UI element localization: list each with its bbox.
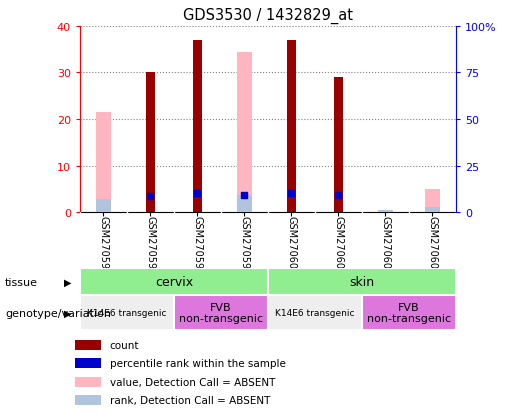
Bar: [174, 295, 268, 330]
Text: K14E6 transgenic: K14E6 transgenic: [275, 309, 354, 317]
Bar: [237, 52, 252, 213]
Text: percentile rank within the sample: percentile rank within the sample: [110, 358, 285, 368]
Text: cervix: cervix: [154, 275, 193, 288]
Bar: [146, 73, 154, 213]
Bar: [237, 196, 252, 213]
Bar: [378, 211, 393, 213]
Text: GSM270598: GSM270598: [192, 216, 202, 275]
Bar: [80, 268, 268, 295]
Text: FVB
non-transgenic: FVB non-transgenic: [367, 302, 451, 324]
Bar: [80, 295, 174, 330]
Bar: [362, 295, 456, 330]
Text: K14E6 transgenic: K14E6 transgenic: [87, 309, 166, 317]
Bar: [96, 199, 111, 213]
Point: [240, 192, 248, 198]
Text: GSM270603: GSM270603: [427, 216, 437, 275]
Bar: [268, 268, 456, 295]
Title: GDS3530 / 1432829_at: GDS3530 / 1432829_at: [183, 8, 353, 24]
Bar: [96, 113, 111, 213]
Text: genotype/variation: genotype/variation: [5, 308, 111, 318]
Text: tissue: tissue: [5, 277, 38, 287]
Text: GSM270597: GSM270597: [145, 216, 156, 275]
Bar: [75, 377, 101, 387]
Point: [287, 190, 296, 197]
Text: count: count: [110, 340, 139, 350]
Text: GSM270602: GSM270602: [380, 216, 390, 275]
Bar: [425, 190, 440, 213]
Text: skin: skin: [349, 275, 374, 288]
Text: GSM270601: GSM270601: [333, 216, 344, 275]
Bar: [268, 295, 362, 330]
Text: FVB
non-transgenic: FVB non-transgenic: [179, 302, 263, 324]
Text: ▶: ▶: [64, 308, 72, 318]
Bar: [193, 41, 201, 213]
Point: [193, 190, 201, 197]
Text: rank, Detection Call = ABSENT: rank, Detection Call = ABSENT: [110, 395, 270, 405]
Point: [146, 194, 154, 200]
Bar: [425, 207, 440, 213]
Text: ▶: ▶: [64, 277, 72, 287]
Bar: [75, 358, 101, 368]
Bar: [287, 41, 296, 213]
Text: value, Detection Call = ABSENT: value, Detection Call = ABSENT: [110, 377, 275, 387]
Bar: [75, 340, 101, 350]
Point: [334, 192, 342, 199]
Text: GSM270600: GSM270600: [286, 216, 296, 275]
Bar: [75, 395, 101, 405]
Bar: [334, 78, 342, 213]
Text: GSM270599: GSM270599: [239, 216, 249, 275]
Text: GSM270595: GSM270595: [98, 216, 108, 275]
